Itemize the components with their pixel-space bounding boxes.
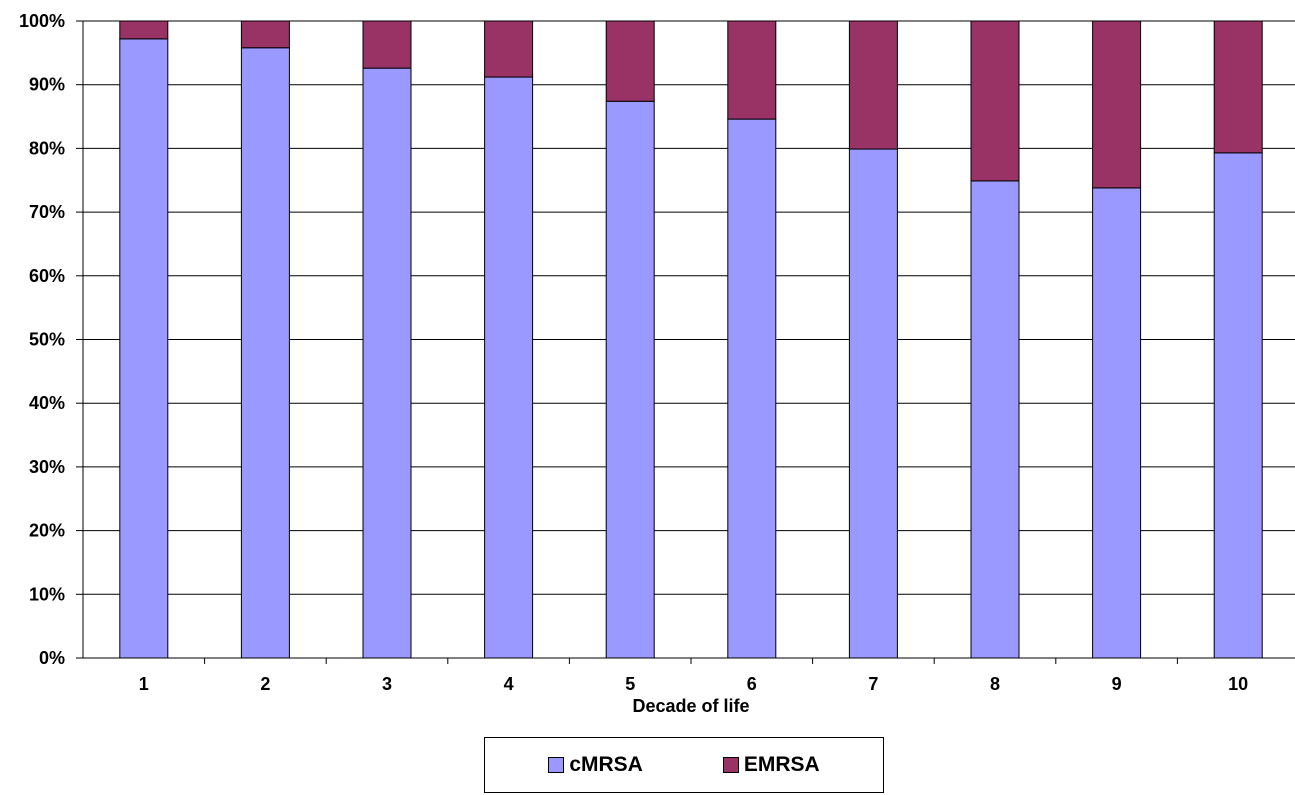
bar-emrsa-9 <box>1092 20 1142 189</box>
x-tick-label: 9 <box>1112 674 1122 694</box>
bar-cmrsa-2 <box>240 47 290 659</box>
y-tick-label: 80% <box>29 138 65 158</box>
legend-swatch-emrsa <box>722 757 739 773</box>
chart-canvas: 0% 10% 20% 30% 40% 50% 60% 70% 80% 90% 100% 1 2 3 4 5 6 7… <box>19 11 1295 716</box>
bar-cmrsa-7 <box>848 148 898 659</box>
y-tick-label: 0% <box>39 648 65 668</box>
axes <box>76 20 1295 664</box>
x-tick-label: 10 <box>1228 674 1248 694</box>
x-axis-title: Decade of life <box>632 696 749 716</box>
bars <box>119 20 1263 659</box>
legend-item-cmrsa: cMRSA <box>548 753 643 777</box>
y-tick-label: 90% <box>29 75 65 95</box>
legend-label-emrsa: EMRSA <box>743 753 820 776</box>
bar-cmrsa-8 <box>970 180 1020 659</box>
bar-emrsa-4 <box>484 20 534 78</box>
y-tick-label: 100% <box>19 11 65 31</box>
y-tick-label: 20% <box>29 521 65 541</box>
bar-emrsa-8 <box>970 20 1020 182</box>
legend-item-emrsa: EMRSA <box>722 753 820 777</box>
legend-label-cmrsa: cMRSA <box>569 753 643 776</box>
bar-cmrsa-6 <box>727 118 777 659</box>
bar-emrsa-5 <box>605 20 655 102</box>
x-tick-label: 3 <box>382 674 392 694</box>
bar-emrsa-2 <box>240 20 290 49</box>
y-tick-label: 40% <box>29 393 65 413</box>
y-tick-label: 60% <box>29 266 65 286</box>
x-tick-label: 1 <box>139 674 149 694</box>
x-tick-label: 2 <box>260 674 270 694</box>
bar-emrsa-3 <box>362 20 412 69</box>
x-tick-label: 8 <box>990 674 1000 694</box>
bar-emrsa-1 <box>119 20 169 40</box>
x-tick-label: 4 <box>504 674 514 694</box>
y-tick-label: 50% <box>29 330 65 350</box>
bar-emrsa-6 <box>727 20 777 120</box>
x-tick-label: 5 <box>625 674 635 694</box>
bar-cmrsa-9 <box>1092 187 1142 659</box>
bar-cmrsa-4 <box>484 76 534 659</box>
bar-emrsa-7 <box>848 20 898 150</box>
y-tick-label: 10% <box>29 584 65 604</box>
bar-cmrsa-5 <box>605 100 655 659</box>
y-tick-label: 30% <box>29 457 65 477</box>
y-tick-label: 70% <box>29 202 65 222</box>
bar-emrsa-10 <box>1213 20 1263 154</box>
bar-cmrsa-1 <box>119 38 169 659</box>
x-tick-label: 6 <box>747 674 757 694</box>
x-tick-label: 7 <box>868 674 878 694</box>
bar-cmrsa-3 <box>362 67 412 659</box>
legend-swatch-cmrsa <box>548 757 565 773</box>
bar-cmrsa-10 <box>1213 152 1263 659</box>
legend: cMRSA EMRSA <box>484 737 884 793</box>
axis-labels: 0% 10% 20% 30% 40% 50% 60% 70% 80% 90% 100% 1 2 3 4 5 6 7… <box>19 11 1248 694</box>
